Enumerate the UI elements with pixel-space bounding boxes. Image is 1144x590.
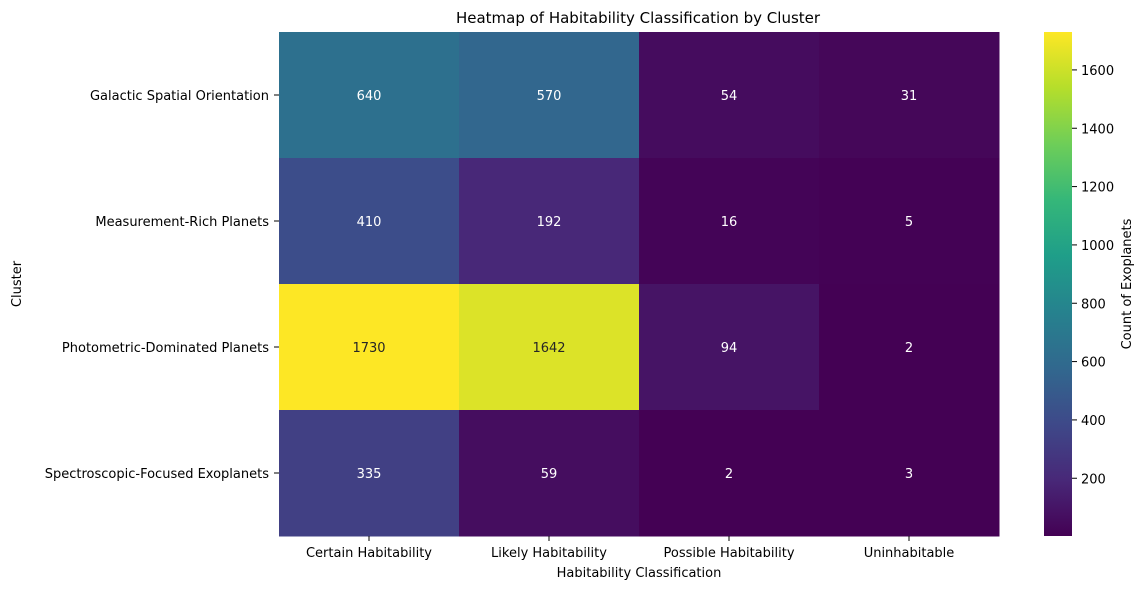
cell-value-label: 31 bbox=[901, 89, 918, 104]
x-tick-label: Possible Habitability bbox=[663, 546, 794, 561]
heatmap-cell-labels: 640 570 54 31 410 192 16 5 1730 1642 94 2 335 59 2 3 bbox=[352, 89, 917, 482]
cell-value-label: 94 bbox=[721, 341, 738, 356]
y-tick-label: Photometric-Dominated Planets bbox=[62, 341, 269, 356]
heatmap-cell bbox=[459, 410, 640, 537]
colorbar-tick-label: 800 bbox=[1081, 297, 1106, 312]
chart-title: Heatmap of Habitability Classification b… bbox=[456, 9, 821, 27]
colorbar-tick-label: 1000 bbox=[1081, 239, 1114, 254]
x-axis-ticks: Certain Habitability Likely Habitability P… bbox=[306, 536, 954, 561]
cell-value-label: 59 bbox=[541, 467, 558, 482]
heatmap-cell bbox=[279, 158, 460, 285]
colorbar-ticks: 200 400 600 800 1000 1200 1400 1600 bbox=[1072, 64, 1114, 487]
heatmap-cell bbox=[279, 410, 460, 537]
heatmap-cell bbox=[819, 158, 1000, 285]
cell-value-label: 410 bbox=[357, 215, 382, 230]
colorbar-tick-label: 1600 bbox=[1081, 64, 1114, 79]
heatmap-cell bbox=[639, 158, 820, 285]
heatmap-cell bbox=[459, 32, 640, 159]
cell-value-label: 16 bbox=[721, 215, 738, 230]
heatmap-cells bbox=[279, 32, 1000, 537]
colorbar bbox=[1044, 32, 1072, 536]
heatmap-cell bbox=[819, 284, 1000, 411]
y-tick-label: Measurement-Rich Planets bbox=[95, 215, 269, 230]
x-axis-label: Habitability Classification bbox=[557, 566, 722, 581]
cell-value-label: 54 bbox=[721, 89, 738, 104]
colorbar-tick-label: 400 bbox=[1081, 414, 1106, 429]
cell-value-label: 5 bbox=[905, 215, 913, 230]
cell-value-label: 640 bbox=[357, 89, 382, 104]
cell-value-label: 570 bbox=[537, 89, 562, 104]
heatmap-cell bbox=[279, 32, 460, 159]
colorbar-tick-label: 200 bbox=[1081, 472, 1106, 487]
y-tick-label: Spectroscopic-Focused Exoplanets bbox=[45, 467, 269, 482]
colorbar-tick-label: 600 bbox=[1081, 356, 1106, 371]
heatmap-cell bbox=[819, 32, 1000, 159]
heatmap-cell bbox=[279, 284, 460, 411]
heatmap-cell bbox=[639, 410, 820, 537]
cell-value-label: 3 bbox=[905, 467, 913, 482]
heatmap-cell bbox=[639, 32, 820, 159]
heatmap-cell bbox=[819, 410, 1000, 537]
y-axis-label: Cluster bbox=[10, 260, 25, 307]
x-tick-label: Uninhabitable bbox=[864, 546, 955, 561]
y-axis-ticks: Galactic Spatial Orientation Measurement-… bbox=[45, 89, 279, 482]
colorbar-label: Count of Exoplanets bbox=[1120, 218, 1135, 349]
heatmap-cell bbox=[459, 284, 640, 411]
x-tick-label: Certain Habitability bbox=[306, 546, 432, 561]
y-tick-label: Galactic Spatial Orientation bbox=[90, 89, 269, 104]
cell-value-label: 2 bbox=[725, 467, 733, 482]
cell-value-label: 1730 bbox=[352, 341, 385, 356]
heatmap-cell bbox=[459, 158, 640, 285]
cell-value-label: 192 bbox=[537, 215, 562, 230]
cell-value-label: 1642 bbox=[532, 341, 565, 356]
cell-value-label: 2 bbox=[905, 341, 913, 356]
colorbar-tick-label: 1400 bbox=[1081, 122, 1114, 137]
cell-value-label: 335 bbox=[357, 467, 382, 482]
x-tick-label: Likely Habitability bbox=[491, 546, 607, 561]
heatmap-cell bbox=[639, 284, 820, 411]
colorbar-tick-label: 1200 bbox=[1081, 181, 1114, 196]
